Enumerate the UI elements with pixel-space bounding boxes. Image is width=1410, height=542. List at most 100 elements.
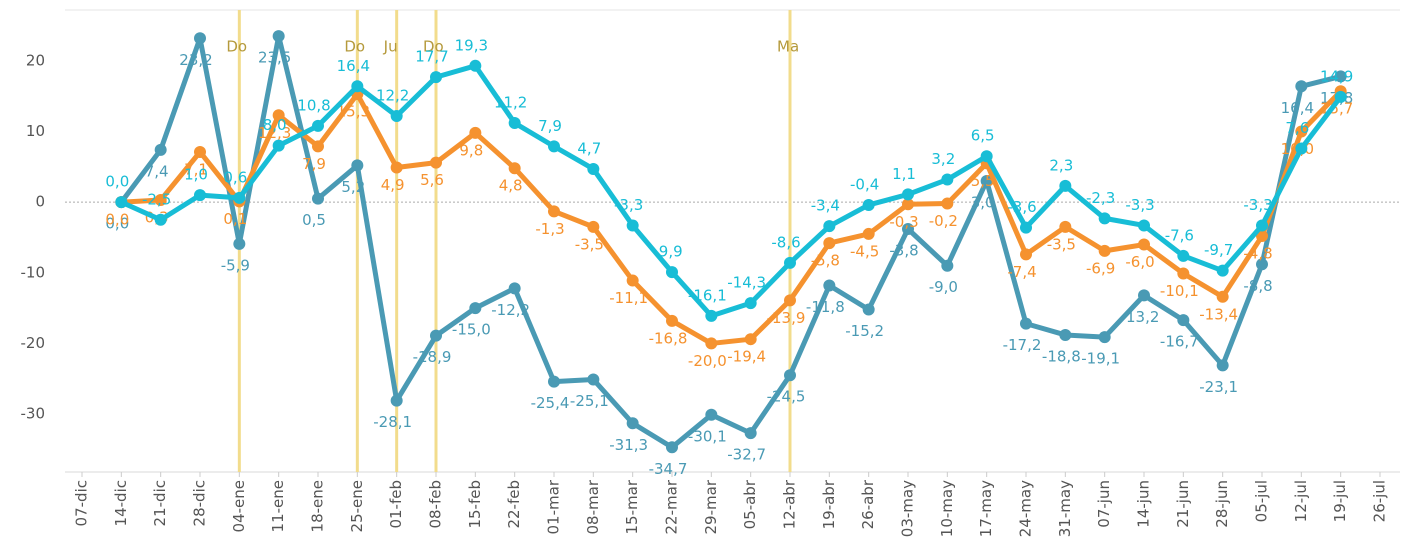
data-point	[154, 143, 167, 156]
data-label: -3,3	[614, 196, 643, 214]
annotation-label: Do	[226, 38, 247, 56]
data-label: -3,8	[889, 241, 918, 259]
data-label: 0,1	[223, 210, 247, 228]
x-tick-label: 17-may	[977, 480, 995, 537]
x-tick-label: 08-feb	[427, 480, 445, 529]
data-point	[508, 117, 521, 130]
data-point	[705, 408, 718, 421]
data-point	[784, 294, 796, 307]
annotation-label: Ma	[777, 38, 799, 56]
data-label: -4,5	[850, 242, 879, 260]
data-label: -5,9	[221, 256, 250, 274]
data-label: -15,0	[452, 321, 491, 339]
data-label: 0,5	[302, 211, 326, 229]
data-point	[1020, 248, 1032, 261]
data-label: -3,5	[575, 235, 604, 253]
data-point	[862, 198, 875, 211]
data-label: 23,2	[179, 51, 212, 69]
data-label: -19,4	[727, 348, 766, 366]
data-point	[390, 161, 403, 174]
data-point	[941, 173, 954, 186]
data-label: -11,8	[806, 298, 845, 316]
data-label: -5,8	[811, 252, 840, 270]
data-point	[194, 32, 206, 45]
data-point	[1059, 220, 1072, 233]
data-point	[941, 197, 954, 210]
y-tick-label: -10	[21, 263, 46, 281]
data-point	[1177, 249, 1190, 262]
data-label: 16,4	[337, 57, 370, 75]
data-point	[469, 126, 482, 139]
data-point	[1059, 179, 1072, 192]
data-label: -8,8	[1243, 277, 1272, 295]
data-label: -1,3	[535, 220, 564, 238]
data-point	[1216, 290, 1229, 303]
x-tick-label: 26-jul	[1371, 480, 1389, 522]
data-label: -24,5	[767, 388, 806, 406]
data-point	[548, 375, 560, 388]
data-label: -31,3	[609, 436, 648, 454]
data-label: 1,0	[184, 166, 208, 184]
data-point	[784, 256, 796, 269]
data-point	[154, 213, 167, 226]
data-label: -25,4	[531, 394, 570, 412]
data-point	[587, 220, 600, 233]
data-label: -19,1	[1081, 350, 1120, 368]
data-label: 2,3	[1049, 156, 1073, 174]
data-point	[1216, 264, 1229, 277]
data-point	[312, 140, 324, 153]
data-point	[1295, 125, 1308, 138]
data-label: -10,1	[1160, 282, 1199, 300]
data-label: 4,7	[577, 139, 601, 157]
data-label: -13,9	[767, 309, 806, 327]
data-label: -13,4	[1199, 305, 1238, 323]
data-point	[312, 192, 324, 205]
data-label: -4,8	[1243, 245, 1272, 263]
data-point	[705, 337, 718, 350]
data-point	[902, 198, 914, 211]
data-label: 9,8	[459, 141, 483, 159]
data-label: -18,9	[413, 348, 452, 366]
x-tick-label: 12-abr	[781, 479, 799, 529]
data-label: -14,3	[727, 274, 766, 292]
data-point	[744, 333, 757, 346]
x-tick-label: 01-mar	[545, 479, 563, 534]
data-label: 16,4	[1281, 99, 1314, 117]
data-label: -13,2	[1121, 308, 1160, 326]
data-point	[548, 205, 560, 218]
data-point	[469, 302, 482, 315]
x-tick-label: 15-feb	[466, 480, 484, 529]
x-tick-label: 19-abr	[820, 479, 838, 529]
data-label: -16,8	[649, 329, 688, 347]
data-point	[115, 196, 128, 209]
y-tick-label: 0	[35, 193, 45, 211]
data-point	[194, 189, 206, 202]
data-point	[1295, 142, 1308, 155]
data-label: 5,5	[971, 172, 995, 190]
x-tick-label: 22-feb	[505, 480, 523, 529]
data-point	[626, 219, 639, 232]
data-point	[1098, 212, 1111, 225]
data-point	[469, 59, 482, 72]
data-label: -32,7	[727, 446, 766, 464]
data-label: -9,7	[1204, 241, 1233, 259]
x-tick-label: 31-may	[1056, 480, 1074, 537]
data-label: 4,8	[499, 177, 523, 195]
data-point	[430, 156, 442, 169]
data-point	[1295, 80, 1308, 93]
data-point	[784, 369, 796, 382]
data-point	[1216, 359, 1229, 372]
data-point	[430, 71, 442, 84]
data-label: -0,3	[889, 213, 918, 231]
data-label: 14,9	[1320, 67, 1353, 85]
data-point	[390, 109, 403, 122]
data-point	[587, 162, 600, 175]
series-line	[119, 33, 1342, 450]
data-label: 8,0	[263, 116, 287, 134]
data-point	[154, 194, 167, 207]
data-point	[626, 274, 639, 287]
data-label: 3,0	[971, 193, 995, 211]
data-point	[705, 309, 718, 322]
data-label: 11,2	[494, 94, 527, 112]
data-point	[1138, 289, 1150, 302]
